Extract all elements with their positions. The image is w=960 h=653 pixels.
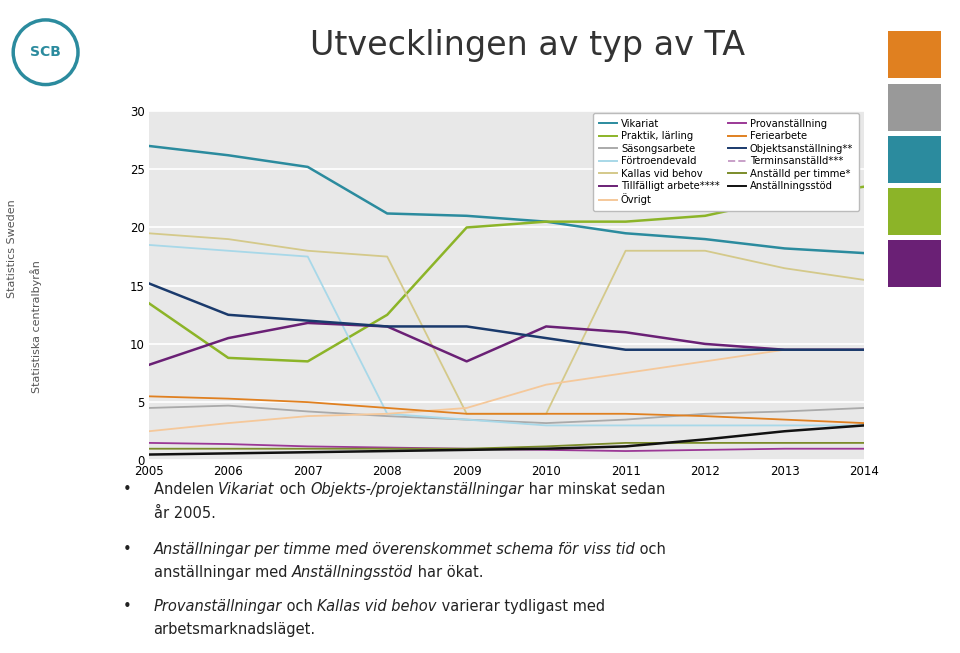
- Text: har ökat.: har ökat.: [413, 565, 483, 580]
- Text: arbetsmarknadsläget.: arbetsmarknadsläget.: [154, 622, 316, 637]
- Text: Kallas vid behov: Kallas vid behov: [318, 599, 437, 614]
- Text: •: •: [123, 541, 132, 556]
- Text: anställningar med: anställningar med: [154, 565, 292, 580]
- Text: Provanställningar: Provanställningar: [154, 599, 282, 614]
- Text: Andelen: Andelen: [154, 483, 218, 498]
- Text: Utvecklingen av typ av TA: Utvecklingen av typ av TA: [310, 29, 746, 63]
- Text: Statistics Sweden: Statistics Sweden: [7, 199, 16, 298]
- Text: Objekts-/projektanställningar: Objekts-/projektanställningar: [310, 483, 523, 498]
- Text: SCB: SCB: [30, 45, 61, 59]
- Text: Vikariat: Vikariat: [218, 483, 275, 498]
- Text: •: •: [123, 483, 132, 498]
- Text: Statistiska centralbyrån: Statistiska centralbyrån: [31, 260, 42, 393]
- Text: varierar tydligast med: varierar tydligast med: [437, 599, 605, 614]
- Legend: Vikariat, Praktik, lärling, Säsongsarbete, Förtroendevald, Kallas vid behov, Til: Vikariat, Praktik, lärling, Säsongsarbet…: [593, 112, 859, 212]
- Text: Anställningsstöd: Anställningsstöd: [292, 565, 413, 580]
- Text: •: •: [123, 599, 132, 614]
- Text: Anställningar per timme med överenskommet schema för: Anställningar per timme med överenskomme…: [154, 541, 584, 556]
- Text: viss tid: viss tid: [584, 541, 636, 556]
- Text: har minskat sedan: har minskat sedan: [523, 483, 665, 498]
- Text: och: och: [282, 599, 318, 614]
- Text: och: och: [636, 541, 666, 556]
- Text: år 2005.: år 2005.: [154, 505, 215, 520]
- Text: och: och: [275, 483, 310, 498]
